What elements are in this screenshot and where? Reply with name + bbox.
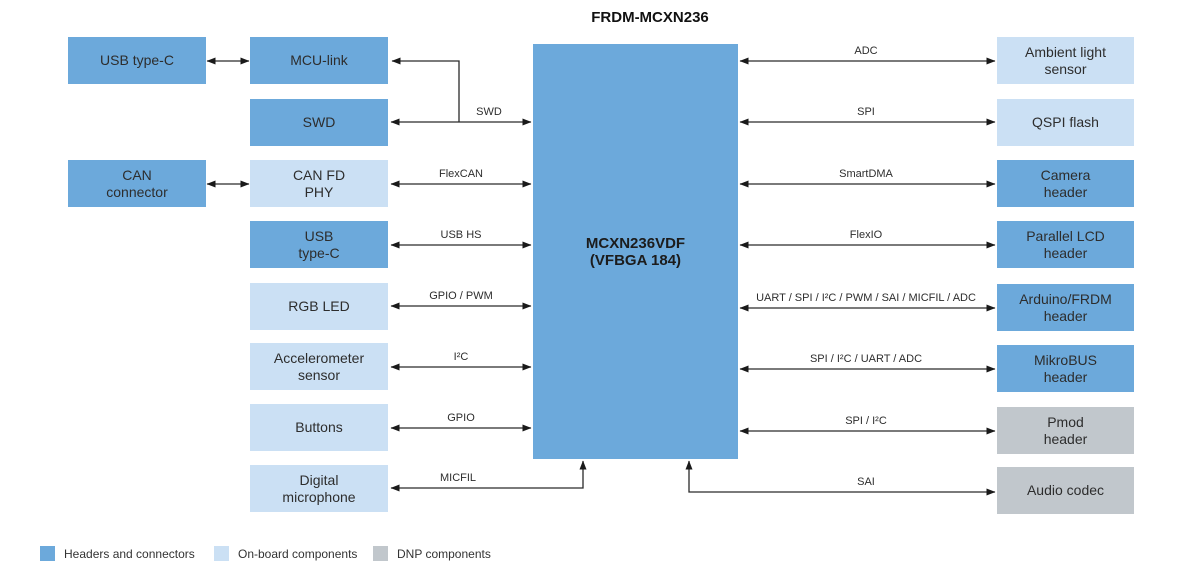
legend-onboard-components: On-board components: [214, 546, 357, 561]
bus-label-flexio: FlexIO: [849, 229, 883, 241]
bus-label-smartdma: SmartDMA: [839, 168, 893, 180]
block-mikrobus-header: MikroBUS header: [997, 345, 1134, 392]
bus-label-adc: ADC: [854, 45, 878, 57]
bus-label-mikrobus: SPI / I²C / UART / ADC: [809, 353, 923, 365]
block-parallel-lcd-header: Parallel LCD header: [997, 221, 1134, 268]
bus-label-usb-hs: USB HS: [440, 229, 482, 241]
block-qspi-flash: QSPI flash: [997, 99, 1134, 146]
block-audio-codec: Audio codec: [997, 467, 1134, 514]
block-can-connector: CAN connector: [68, 160, 206, 207]
bus-label-i2c: I²C: [453, 351, 469, 363]
legend-label: On-board components: [238, 546, 358, 561]
wire-micfil: [390, 460, 587, 492]
wire-sai: [685, 460, 996, 496]
block-ambient-light-sensor: Ambient light sensor: [997, 37, 1134, 84]
bus-label-flexcan: FlexCAN: [438, 168, 484, 180]
bus-label-micfil: MICFIL: [439, 472, 477, 484]
block-can-fd-phy: CAN FD PHY: [250, 160, 388, 207]
bus-label-gpio: GPIO: [447, 412, 475, 424]
bus-label-gpio-pwm: GPIO / PWM: [429, 290, 493, 302]
block-usb-type-c-hs: USB type-C: [250, 221, 388, 268]
block-accelerometer-sensor: Accelerometer sensor: [250, 343, 388, 390]
legend-swatch-connector: [40, 546, 55, 561]
block-pmod-header: Pmod header: [997, 407, 1134, 454]
legend-swatch-dnp: [373, 546, 388, 561]
block-arduino-frdm-header: Arduino/FRDM header: [997, 284, 1134, 331]
block-buttons: Buttons: [250, 404, 388, 451]
block-camera-header: Camera header: [997, 160, 1134, 207]
block-digital-microphone: Digital microphone: [250, 465, 388, 512]
bus-label-spi: SPI: [857, 106, 875, 118]
legend-swatch-onboard: [214, 546, 229, 561]
block-swd: SWD: [250, 99, 388, 146]
legend-headers-and-connectors: Headers and connectors: [40, 546, 195, 561]
legend-label: DNP components: [397, 546, 491, 561]
diagram-title: FRDM-MCXN236: [591, 9, 709, 26]
wire-swd-branch-mculink: [391, 57, 460, 122]
bus-label-sai: SAI: [857, 476, 875, 488]
mcu-block: MCXN236VDF (VFBGA 184): [533, 44, 738, 459]
legend-dnp-components: DNP components: [373, 546, 491, 561]
block-usb-type-c-debug: USB type-C: [68, 37, 206, 84]
block-mcu-link: MCU-link: [250, 37, 388, 84]
block-rgb-led: RGB LED: [250, 283, 388, 330]
bus-label-arduino: UART / SPI / I²C / PWM / SAI / MICFIL / …: [756, 292, 976, 304]
bus-label-swd: SWD: [476, 106, 502, 118]
legend-label: Headers and connectors: [64, 546, 195, 561]
bus-label-pmod: SPI / I²C: [845, 415, 887, 427]
